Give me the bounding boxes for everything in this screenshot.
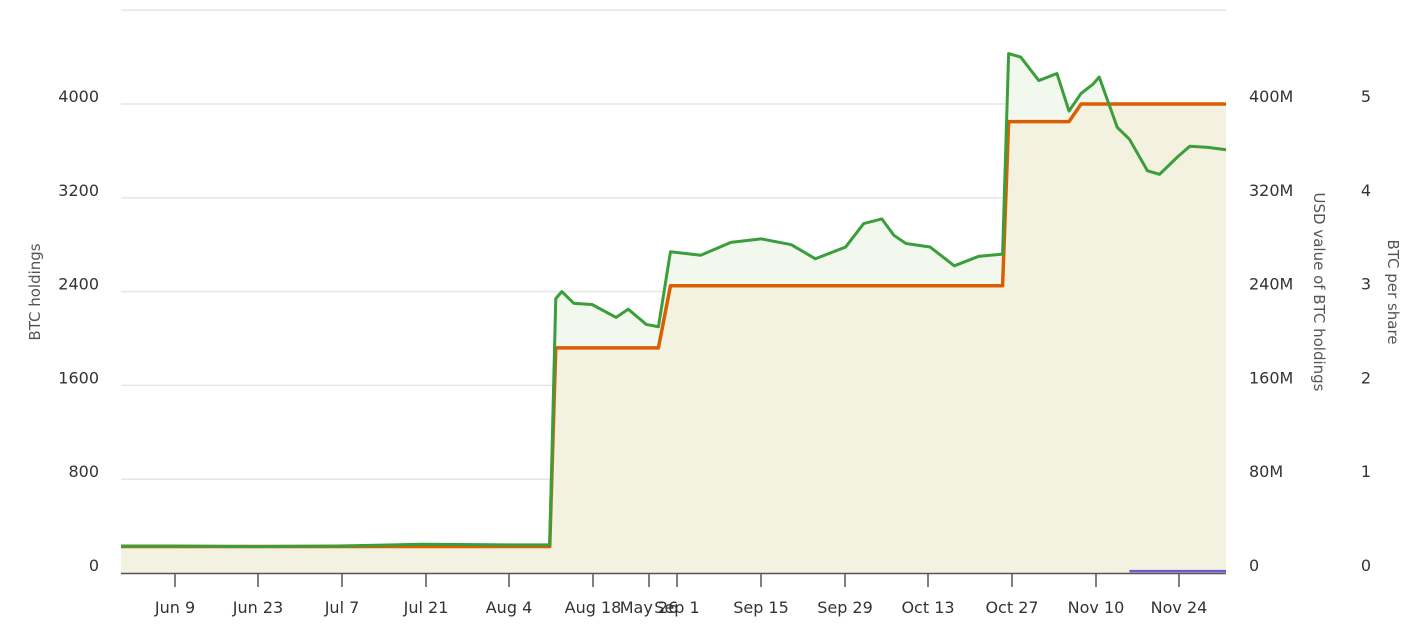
y-right2-tick: 5 xyxy=(1361,87,1371,106)
y-left-tick: 3200 xyxy=(58,181,99,200)
y-left-tick: 0 xyxy=(89,556,99,575)
y-right2-tick: 4 xyxy=(1361,181,1371,200)
y-right1-tick: 160M xyxy=(1249,368,1293,387)
y-right1-tick: 400M xyxy=(1249,87,1293,106)
x-tick-label: Aug 4 xyxy=(486,598,533,617)
usd-value-line xyxy=(121,52,1227,549)
y-axis-right-usd: 0 80M 160M 240M 320M 400M xyxy=(1249,87,1293,575)
y-axis-right-per-share: 0 1 2 3 4 5 xyxy=(1361,87,1371,575)
overlap-area xyxy=(121,104,1226,573)
y-right1-tick: 320M xyxy=(1249,181,1293,200)
y-right2-tick: 0 xyxy=(1361,556,1371,575)
y-right1-tick: 0 xyxy=(1249,556,1259,575)
y-left-tick: 4000 xyxy=(58,87,99,106)
y-axis-right1-title: USD value of BTC holdings xyxy=(1310,193,1328,392)
series-lines xyxy=(121,52,1227,573)
x-tick-label: Sep 29 xyxy=(817,598,873,617)
y-right2-tick: 2 xyxy=(1361,368,1371,387)
y-left-tick: 1600 xyxy=(58,368,99,387)
x-tick-label: Nov 24 xyxy=(1151,598,1208,617)
x-tick-label: Oct 13 xyxy=(901,598,954,617)
y-right1-tick: 240M xyxy=(1249,275,1293,294)
x-tick-label: Jul 21 xyxy=(403,598,449,617)
y-right1-tick: 80M xyxy=(1249,462,1283,481)
x-tick-label: Jun 23 xyxy=(232,598,283,617)
x-tick-label: Aug 18 xyxy=(565,598,622,617)
x-tick-label: Jul 7 xyxy=(324,598,360,617)
x-tick-label: Sep 15 xyxy=(733,598,789,617)
y-right2-tick: 1 xyxy=(1361,462,1371,481)
x-tick-label: Jun 9 xyxy=(154,598,195,617)
y-axis-left-title: BTC holdings xyxy=(26,243,44,340)
x-tick-label: Oct 27 xyxy=(985,598,1038,617)
y-axis-right2-title: BTC per share xyxy=(1384,239,1402,344)
area-fills xyxy=(121,53,1226,573)
x-tick-label: May 26 xyxy=(620,598,679,617)
y-left-tick: 800 xyxy=(68,462,99,481)
y-axis-left: 0 800 1600 2400 3200 4000 xyxy=(58,87,99,575)
x-tick-label: Nov 10 xyxy=(1068,598,1125,617)
y-left-tick: 2400 xyxy=(58,275,99,294)
x-tick-label: Sep 1 xyxy=(654,598,699,617)
y-right2-tick: 3 xyxy=(1361,275,1371,294)
